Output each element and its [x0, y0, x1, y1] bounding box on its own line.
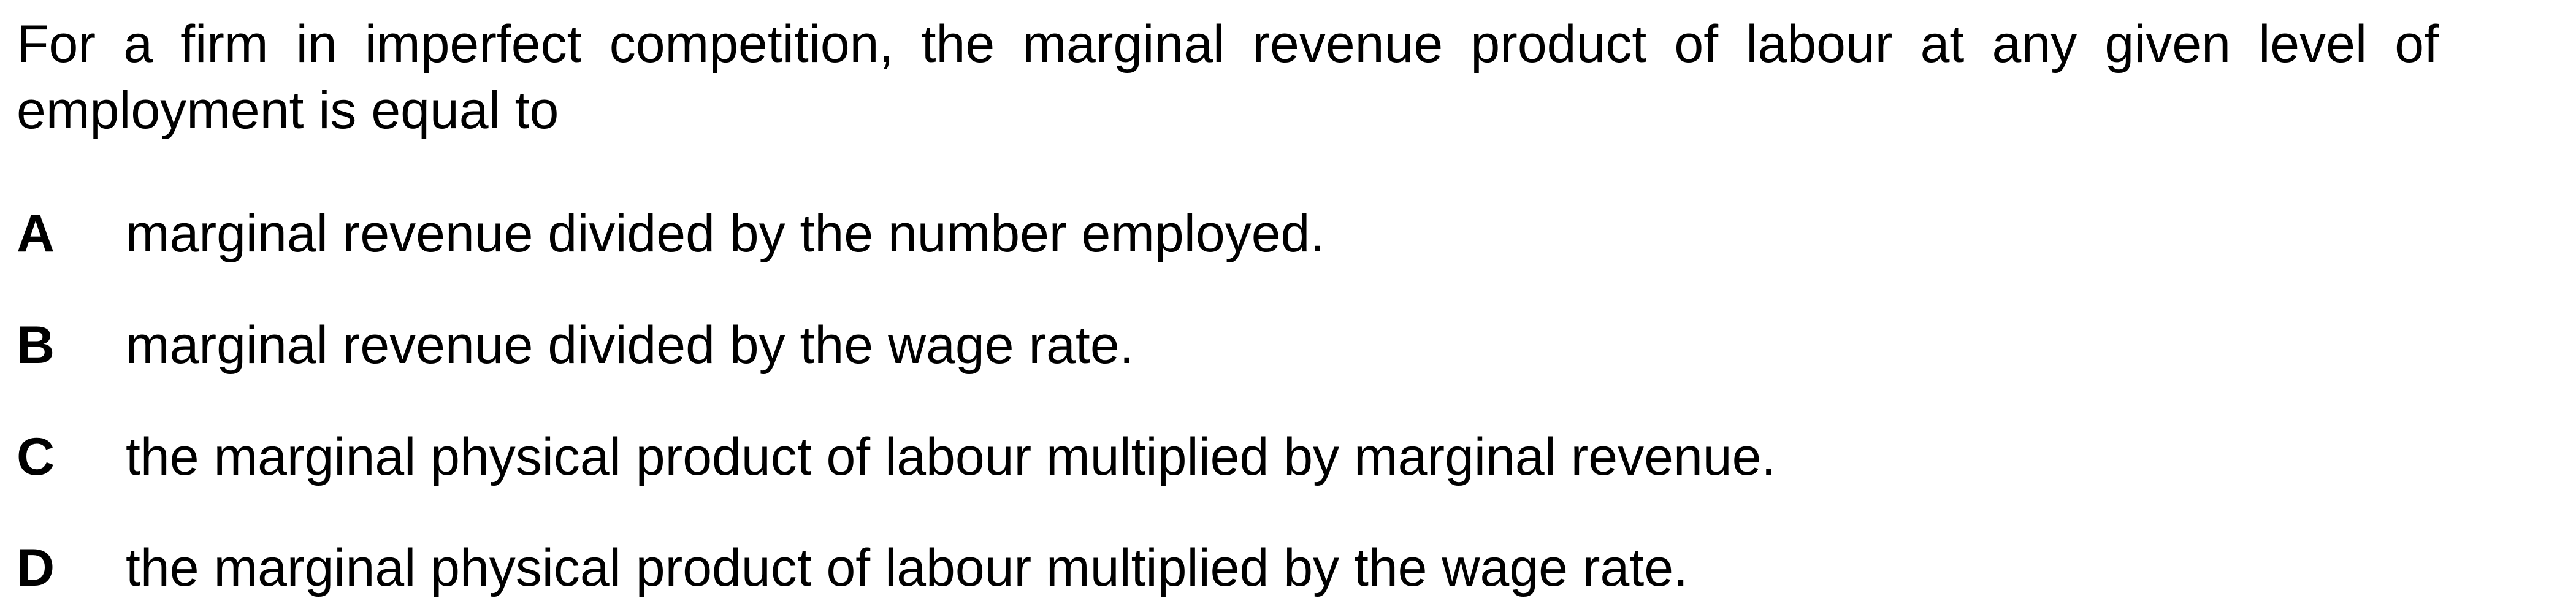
option-text: the marginal physical product of labour …: [126, 427, 1776, 486]
option-letter: A: [17, 204, 55, 263]
option-text: marginal revenue divided by the number e…: [126, 204, 1325, 263]
option-letter: D: [17, 538, 55, 597]
option-letter: C: [17, 427, 55, 486]
option-text: marginal revenue divided by the wage rat…: [126, 316, 1134, 375]
option-letter: B: [17, 316, 55, 375]
question-stem: For a firm in imperfect competition, the…: [17, 15, 2439, 140]
option-text: the marginal physical product of labour …: [126, 538, 1688, 597]
